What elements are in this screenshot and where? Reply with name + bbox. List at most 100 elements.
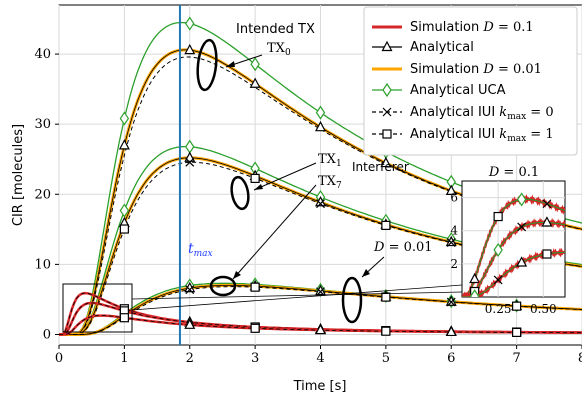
y-tick-label-0: 0 — [43, 327, 51, 342]
legend-marker-5 — [382, 129, 392, 139]
x-tick-label-7: 7 — [512, 351, 520, 366]
annotation-arrow-tx7 — [232, 184, 317, 280]
annotation-interferer-text: Interferer — [352, 160, 409, 174]
annotation-tx0-sub: 0 — [285, 48, 291, 58]
x-tick-label-6: 6 — [447, 351, 455, 366]
x-tick-label-2: 2 — [186, 351, 194, 366]
marker-analytical-0-4 — [380, 156, 392, 168]
inset-marker-1-2 — [517, 222, 527, 232]
legend: Simulation D = 0.1 Analytical Simulation D… — [363, 6, 578, 156]
annotation-d001: D = 0.01 — [341, 240, 433, 324]
y-tick-label-1: 10 — [34, 257, 51, 272]
annotation-tx1: TX1 — [318, 152, 342, 169]
inset-title: D = 0.1 — [488, 165, 539, 180]
legend-marker-3 — [382, 82, 392, 98]
legend-marker-1 — [381, 40, 393, 52]
marker-fast-5-5 — [445, 325, 457, 337]
inset-y-tick-0: 2 — [450, 257, 458, 271]
inset-marker-0-3 — [542, 199, 552, 209]
marker-iui-1-4 — [381, 220, 391, 230]
inset-marker-0-2 — [516, 192, 527, 207]
legend-item-2: Simulation D = 0.01 — [372, 62, 542, 77]
x-ticks: 0 1 2 3 4 5 6 7 8 — [55, 345, 582, 366]
x-tick-label-3: 3 — [251, 351, 259, 366]
y-tick-label-3: 30 — [34, 117, 51, 132]
legend-label-0: Simulation D = 0.1 — [410, 20, 534, 35]
marker-analytical-0-2 — [249, 77, 261, 88]
legend-label-3: Analytical UCA — [410, 83, 506, 98]
marker-analytical-0-3 — [315, 120, 326, 132]
marker-iui-1-0 — [119, 224, 129, 234]
y-axis-label: CIR [molecules] — [11, 124, 26, 226]
annotation-ellipse-far — [209, 275, 237, 297]
zoom-rectangle — [62, 283, 133, 333]
marker-iui-2-4 — [381, 292, 391, 302]
marker-fast-5-2 — [250, 323, 260, 333]
marker-iui-1-5 — [446, 238, 456, 248]
marker-analytical-0-1 — [184, 43, 196, 55]
marker-fast-5-4 — [381, 326, 391, 336]
y-tick-label-2: 20 — [34, 187, 51, 202]
inset-ticks: 2 4 6 0.25 0.50 — [450, 191, 556, 316]
marker-fast-5-0 — [119, 313, 129, 323]
marker-iui-1-1 — [185, 157, 195, 167]
marker-uca-0-2 — [250, 57, 260, 72]
annotation-ellipse-interferer — [230, 175, 250, 211]
annotation-intended: Intended TX TX0 — [196, 22, 315, 92]
marker-fast-5-6 — [512, 327, 522, 337]
marker-iui-2-6 — [512, 301, 522, 311]
marker-iui-2-5 — [446, 297, 456, 307]
inset-plot: 2 4 6 0.25 0.50 D = 0.1 — [450, 165, 566, 316]
y-tick-label-4: 40 — [34, 47, 51, 62]
marker-analytical-0-5 — [445, 184, 457, 195]
legend-marker-4 — [382, 107, 392, 117]
x-tick-label-8: 8 — [578, 351, 582, 366]
inset-marker-2-1 — [493, 275, 503, 285]
legend-item-1: Analytical — [372, 40, 474, 55]
marker-iui-2-3 — [316, 287, 325, 297]
inset-marker-2-3 — [542, 249, 552, 259]
marker-analytical-2-5 — [445, 295, 457, 306]
x-tick-label-5: 5 — [382, 351, 390, 366]
x-axis-label: Time [s] — [293, 379, 347, 394]
zoom-connector-1 — [131, 284, 463, 311]
annotation-intended-text: Intended TX — [236, 22, 315, 37]
annotation-ellipse-intended — [196, 38, 218, 92]
inset-marker-0-1 — [493, 211, 503, 222]
legend-items: Simulation D = 0.1 Analytical Simulation D… — [372, 20, 554, 144]
legend-item-3: Analytical UCA — [372, 82, 506, 98]
annotation-ellipse-d001 — [341, 276, 363, 324]
marker-fast-5-1 — [184, 318, 196, 329]
annotation-tx7: TX7 — [318, 174, 342, 191]
inset-marker-1-1 — [493, 242, 503, 258]
inset-marker-0-0 — [469, 272, 481, 284]
annotation-intended-sub: TX0 — [267, 41, 291, 58]
inset-y-tick-2: 6 — [450, 191, 458, 205]
annotation-interferer: TX1 TX7 Interferer — [209, 152, 409, 297]
y-ticks: 0 10 20 30 40 — [34, 47, 59, 342]
legend-label-1: Analytical — [410, 40, 474, 55]
marker-uca-1-0 — [119, 203, 130, 218]
annotation-arrow-tx1 — [253, 162, 317, 191]
inset-marker-2-2 — [516, 256, 528, 267]
marker-analytical-1-5 — [445, 235, 457, 247]
legend-label-5: Analytical IUI kmax = 1 — [410, 127, 554, 144]
marker-iui-1-2 — [250, 173, 260, 183]
x-tick-label-4: 4 — [316, 351, 324, 366]
annotation-arrowhead-d001 — [362, 269, 370, 277]
x-tick-label-0: 0 — [55, 351, 63, 366]
annotation-arrowhead-intended — [226, 61, 235, 67]
inset-y-tick-1: 4 — [450, 224, 458, 238]
marker-iui-1-3 — [316, 199, 325, 209]
marker-iui-2-2 — [250, 282, 260, 292]
legend-label-4: Analytical IUI kmax = 0 — [410, 105, 554, 122]
inset-x-tick-1: 0.50 — [530, 302, 557, 316]
legend-item-4: Analytical IUI kmax = 0 — [372, 105, 554, 122]
annotation-arrowhead-tx7 — [233, 271, 241, 279]
marker-analytical-0-0 — [118, 139, 130, 150]
legend-item-5: Analytical IUI kmax = 1 — [372, 127, 554, 144]
legend-item-0: Simulation D = 0.1 — [372, 20, 534, 35]
inset-marker-2-0 — [469, 289, 480, 297]
marker-uca-0-0 — [119, 111, 130, 126]
